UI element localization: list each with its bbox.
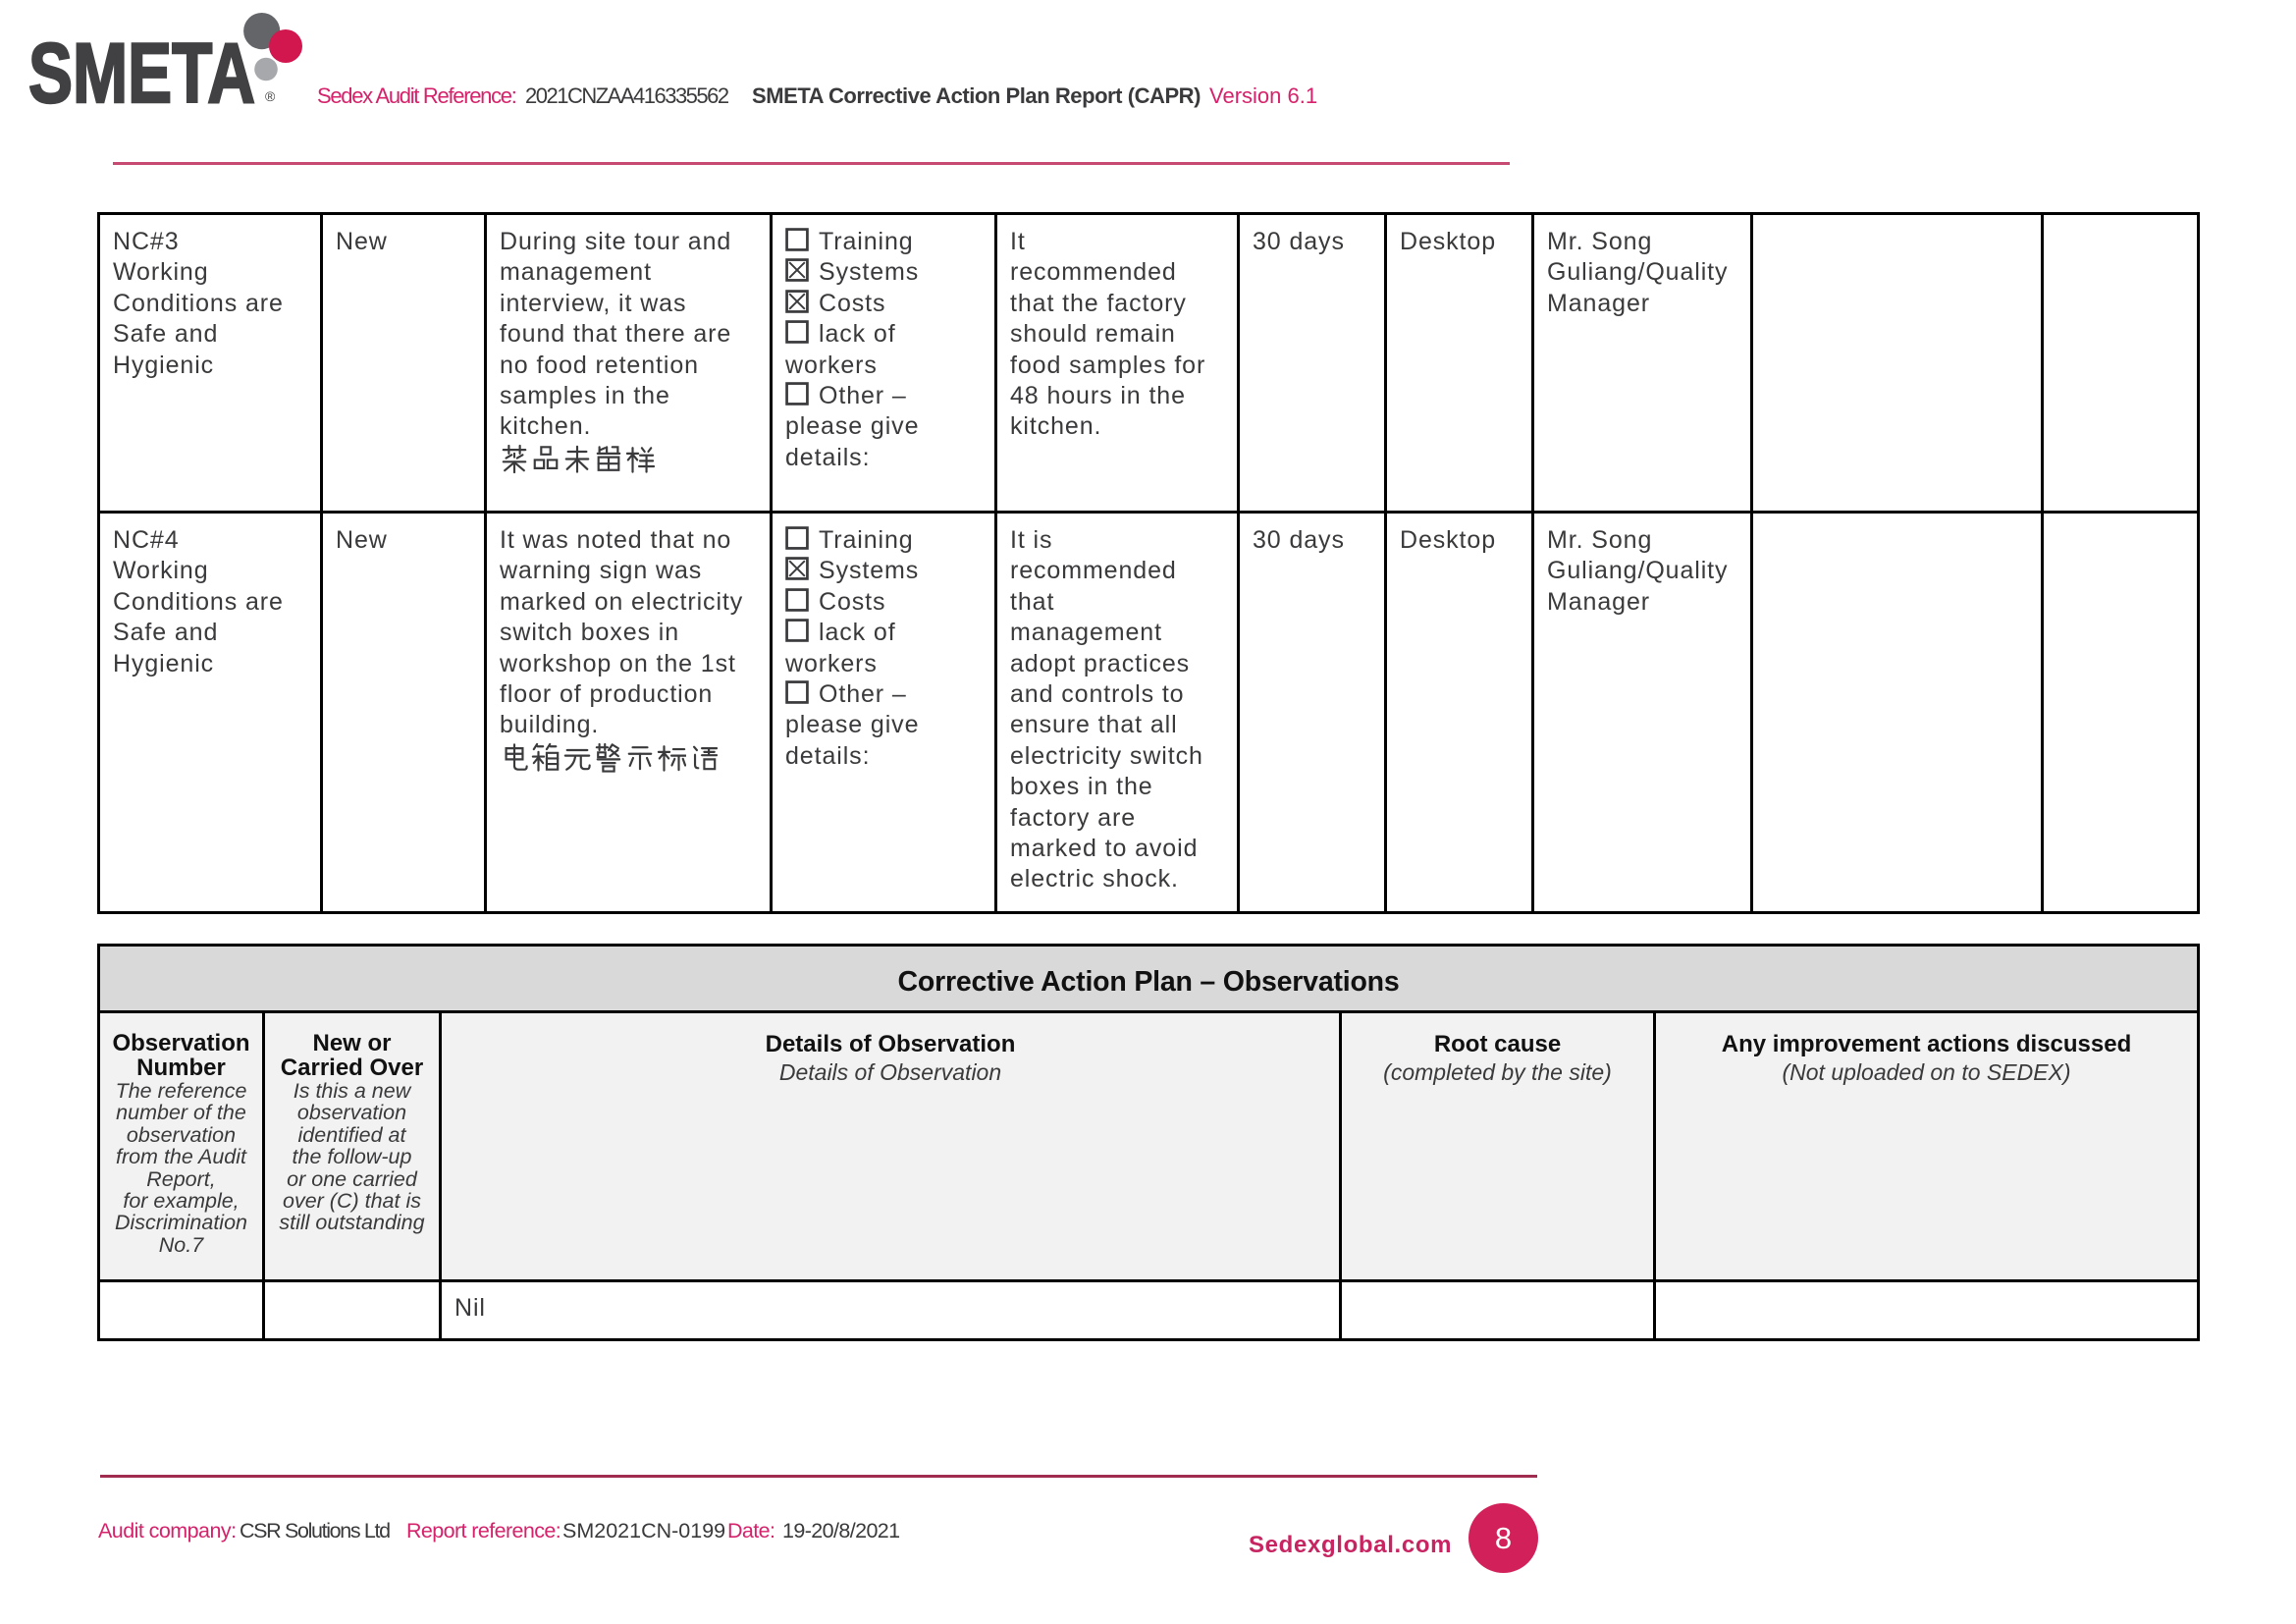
svg-text:®: ®: [265, 88, 276, 104]
svg-text:SMETA: SMETA: [28, 27, 255, 121]
